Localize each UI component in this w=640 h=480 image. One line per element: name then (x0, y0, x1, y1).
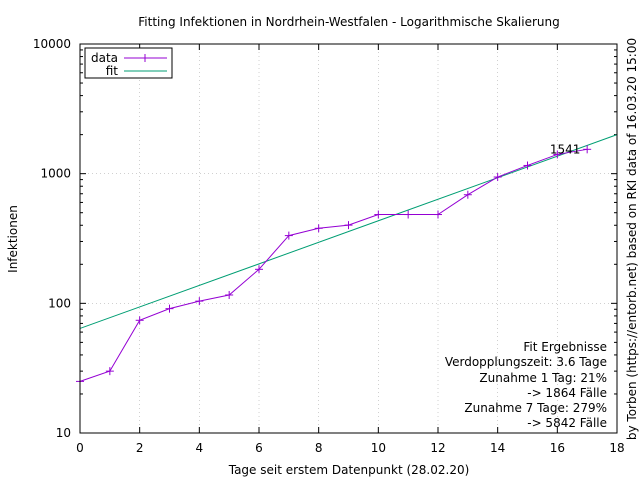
y-tick-label: 10000 (33, 37, 71, 51)
data-point (344, 221, 353, 230)
data-point (225, 290, 234, 299)
last-value-annotation: 1541 (550, 142, 581, 156)
fit-line (79, 134, 618, 329)
x-axis-label: Tage seit erstem Datenpunkt (28.02.20) (228, 463, 470, 477)
x-tick-label: 14 (490, 441, 505, 455)
fit-results-line-3: -> 1864 Fälle (527, 386, 607, 400)
fit-results-line-2: Zunahme 1 Tag: 21% (479, 371, 607, 385)
x-tick-label: 18 (609, 441, 624, 455)
data-markers (76, 145, 592, 386)
y-tick-label: 10 (56, 426, 71, 440)
data-point (195, 297, 204, 306)
data-point (135, 316, 144, 325)
legend-label-data: data (91, 51, 118, 65)
data-point (434, 210, 442, 219)
x-tick-label: 0 (76, 441, 84, 455)
x-tick-label: 10 (371, 441, 386, 455)
fit-results-line-1: Verdopplungszeit: 3.6 Tage (445, 355, 607, 369)
data-line (79, 148, 588, 382)
x-tick-label: 4 (196, 441, 204, 455)
data-point (553, 150, 562, 159)
plot-frame (79, 43, 618, 434)
data-point (523, 161, 532, 170)
data-point (463, 190, 472, 199)
y-axis-label: Infektionen (6, 205, 20, 273)
data-point (583, 145, 592, 154)
x-tick-label: 6 (255, 441, 263, 455)
y-tick-label: 100 (48, 296, 71, 310)
legend-box (84, 47, 173, 79)
x-tick-label: 16 (550, 441, 565, 455)
legend-marker-data (141, 54, 149, 62)
axis-ticks: 0 2 4 6 8 10 12 14 16 18 10 100 1000 10000 (33, 37, 625, 455)
data-point (314, 224, 323, 233)
data-point (374, 210, 383, 219)
data-point (404, 210, 413, 219)
data-point (493, 173, 502, 182)
fit-results-line-5: -> 5842 Fälle (527, 416, 607, 430)
x-tick-label: 8 (315, 441, 323, 455)
grid-lines (80, 44, 617, 433)
legend: data fit (84, 47, 173, 79)
x-tick-label: 12 (430, 441, 445, 455)
data-point (255, 265, 263, 274)
x-tick-label: 2 (136, 441, 144, 455)
data-point (105, 367, 114, 376)
legend-label-fit: fit (106, 64, 119, 78)
chart-title: Fitting Infektionen in Nordrhein-Westfal… (138, 15, 559, 29)
data-point (165, 304, 174, 313)
series-layer (76, 134, 618, 386)
data-point (284, 231, 293, 240)
fit-results-line-4: Zunahme 7 Tage: 279% (464, 401, 607, 415)
y-tick-label: 1000 (40, 167, 71, 181)
fit-results-line-0: Fit Ergebnisse (523, 340, 607, 354)
fit-results-box: Fit Ergebnisse Verdopplungszeit: 3.6 Tag… (445, 340, 607, 430)
right-source-label: by Torben (https://entorb.net) based on … (625, 38, 639, 440)
